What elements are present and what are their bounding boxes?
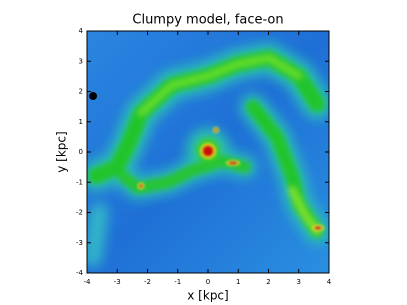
y-tick-label: 3 [79, 57, 83, 65]
density-image [87, 31, 329, 273]
y-tick-label: -4 [76, 269, 84, 277]
x-tick-label: 1 [236, 278, 240, 286]
clump [202, 145, 214, 157]
clumps [137, 127, 324, 232]
y-tick-label: -3 [76, 239, 83, 247]
clump [314, 226, 322, 230]
x-tick-label: -3 [114, 278, 121, 286]
y-axis-label: y [kpc] [55, 131, 69, 172]
y-tick-label: 1 [79, 118, 83, 126]
clump [214, 128, 218, 132]
y-tick-label: 2 [79, 88, 83, 96]
x-tick-label: -1 [174, 278, 181, 286]
x-tick-label: -4 [84, 278, 92, 286]
x-tick-label: 3 [297, 278, 301, 286]
clump [139, 184, 143, 188]
x-axis-label: x [kpc] [187, 289, 228, 303]
x-tick-label: 2 [266, 278, 270, 286]
y-tick-label: -2 [76, 209, 83, 217]
y-tick-label: 4 [79, 27, 84, 35]
x-tick-label: -2 [144, 278, 151, 286]
y-tick-label: 0 [79, 148, 83, 156]
x-tick-label: 4 [327, 278, 332, 286]
arm-ridge [288, 186, 321, 235]
marker [89, 92, 98, 101]
arm-ridge [138, 55, 302, 116]
chart-title: Clumpy model, face-on [132, 13, 283, 28]
arm-halo [87, 203, 108, 267]
clump [228, 161, 238, 165]
y-tick-label: -1 [76, 178, 83, 186]
x-tick-label: 0 [206, 278, 210, 286]
